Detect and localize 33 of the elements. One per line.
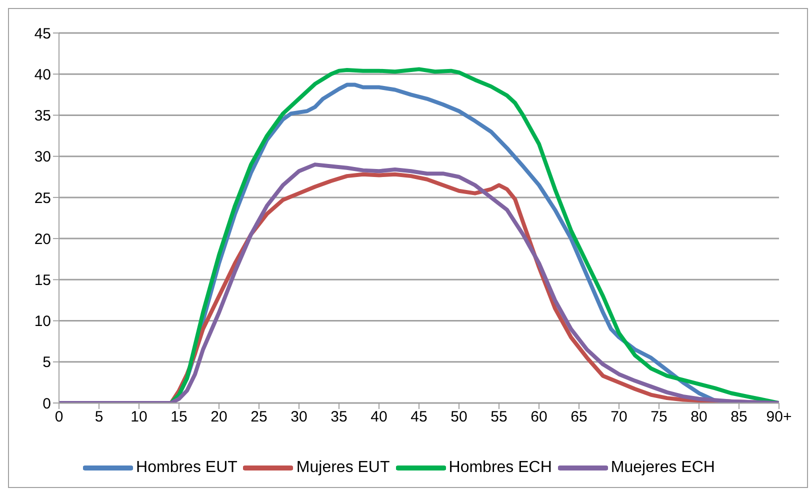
x-tick-label: 10: [130, 408, 148, 426]
legend-label: Muejeres ECH: [610, 459, 715, 477]
x-tick-label: 35: [330, 408, 348, 426]
y-tick-label: 20: [34, 230, 51, 248]
y-tick-label: 30: [34, 148, 51, 166]
x-tick-label: 55: [490, 408, 508, 426]
x-tick-label: 15: [170, 408, 188, 426]
x-tick-label: 40: [370, 408, 388, 426]
x-tick-label: 45: [410, 408, 428, 426]
x-tick-label: 50: [450, 408, 468, 426]
x-tick-label: 30: [290, 408, 308, 426]
y-tick-label: 10: [34, 313, 51, 330]
x-tick-label: 20: [210, 408, 228, 426]
x-tick-label: 85: [730, 408, 748, 426]
x-tick-label: 5: [94, 408, 104, 426]
legend-label: Hombres ECH: [448, 459, 552, 477]
legend-label: Mujeres EUT: [296, 459, 390, 477]
legend-label: Hombres EUT: [136, 459, 238, 477]
x-tick-label: 60: [530, 408, 548, 426]
x-tick-label: 0: [54, 408, 64, 426]
y-tick-label: 5: [42, 354, 51, 372]
y-tick-label: 35: [34, 108, 51, 125]
x-tick-label: 70: [610, 408, 628, 426]
x-tick-label: 25: [250, 408, 268, 426]
y-tick-label: 0: [42, 395, 51, 412]
y-tick-label: 40: [34, 66, 51, 84]
x-tick-label: 75: [650, 408, 668, 426]
x-tick-label: 80: [690, 408, 708, 426]
y-tick-label: 15: [34, 272, 51, 289]
x-tick-label: 90+: [766, 408, 792, 426]
y-tick-label: 25: [34, 190, 51, 207]
x-tick-label: 65: [570, 408, 588, 426]
y-tick-label: 45: [34, 25, 51, 42]
